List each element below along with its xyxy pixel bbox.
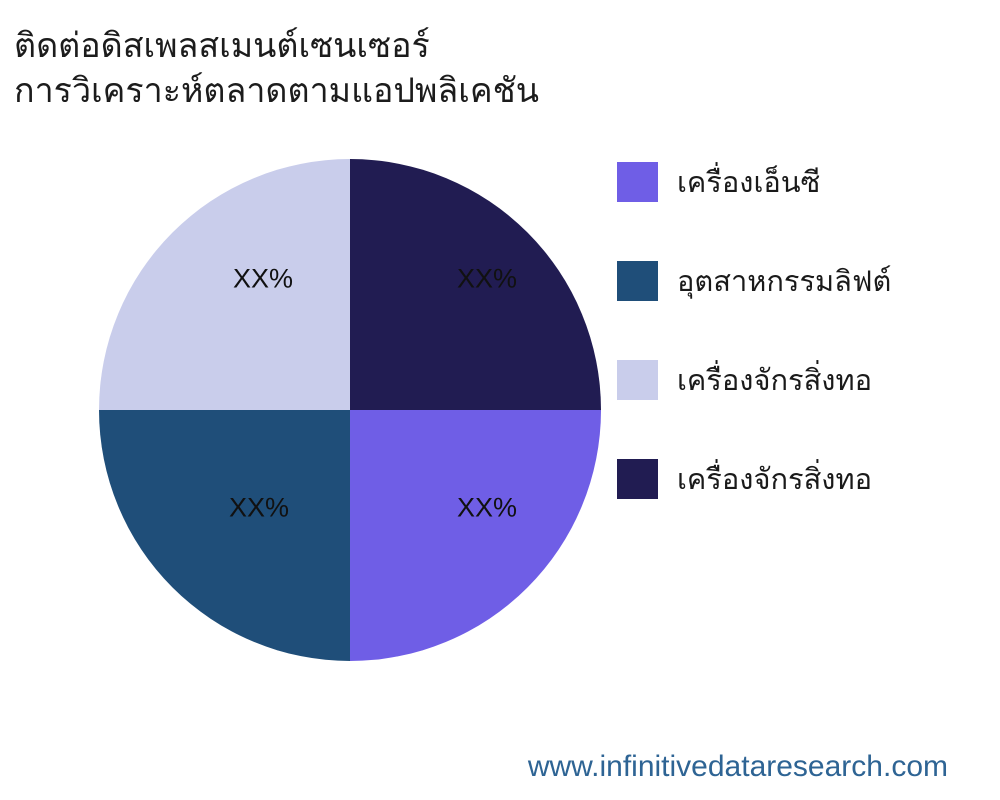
chart-title: ติดต่อดิสเพลสเมนต์เซนเซอร์ การวิเคราะห์ต…: [14, 24, 539, 114]
legend: เครื่องเอ็นซี อุตสาหกรรมลิฟต์ เครื่องจัก…: [617, 162, 891, 558]
chart-title-line1: ติดต่อดิสเพลสเมนต์เซนเซอร์: [14, 27, 430, 65]
pie-slice-top-left: [99, 159, 350, 410]
legend-swatch-icon: [617, 459, 658, 499]
legend-label-1: เครื่องเอ็นซี: [677, 167, 821, 199]
pie-percent-label-bottom-right: XX%: [456, 492, 518, 523]
legend-swatch-icon: [617, 261, 658, 301]
pie-slice-bottom-right: [350, 410, 601, 661]
pie-slice-bottom-left: [99, 410, 350, 661]
legend-color-swatch-3: [617, 360, 658, 400]
pie-percent-label-top-left: XX%: [232, 263, 294, 294]
pie-percent-label-bottom-left: XX%: [228, 492, 290, 523]
legend-item-1: เครื่องเอ็นซี: [617, 162, 891, 202]
legend-color-swatch-1: [617, 162, 658, 202]
legend-item-4: เครื่องจักรสิ่งทอ: [617, 459, 891, 499]
legend-item-3: เครื่องจักรสิ่งทอ: [617, 360, 891, 400]
legend-color-swatch-4: [617, 459, 658, 499]
legend-label-2: อุตสาหกรรมลิฟต์: [677, 266, 892, 298]
legend-label-4: เครื่องจักรสิ่งทอ: [677, 464, 872, 496]
legend-label-3: เครื่องจักรสิ่งทอ: [677, 365, 872, 397]
legend-color-swatch-2: [617, 261, 658, 301]
legend-swatch-icon: [617, 162, 658, 202]
legend-item-2: อุตสาหกรรมลิฟต์: [617, 261, 891, 301]
legend-swatch-icon: [617, 360, 658, 400]
chart-title-line2: การวิเคราะห์ตลาดตามแอปพลิเคชัน: [14, 72, 539, 110]
pie-svg: [99, 159, 601, 661]
pie-percent-label-top-right: XX%: [456, 263, 518, 294]
website-url: www.infinitivedataresearch.com: [527, 750, 948, 783]
pie-chart: [98, 158, 602, 662]
pie-slice-top-right: [350, 159, 601, 410]
